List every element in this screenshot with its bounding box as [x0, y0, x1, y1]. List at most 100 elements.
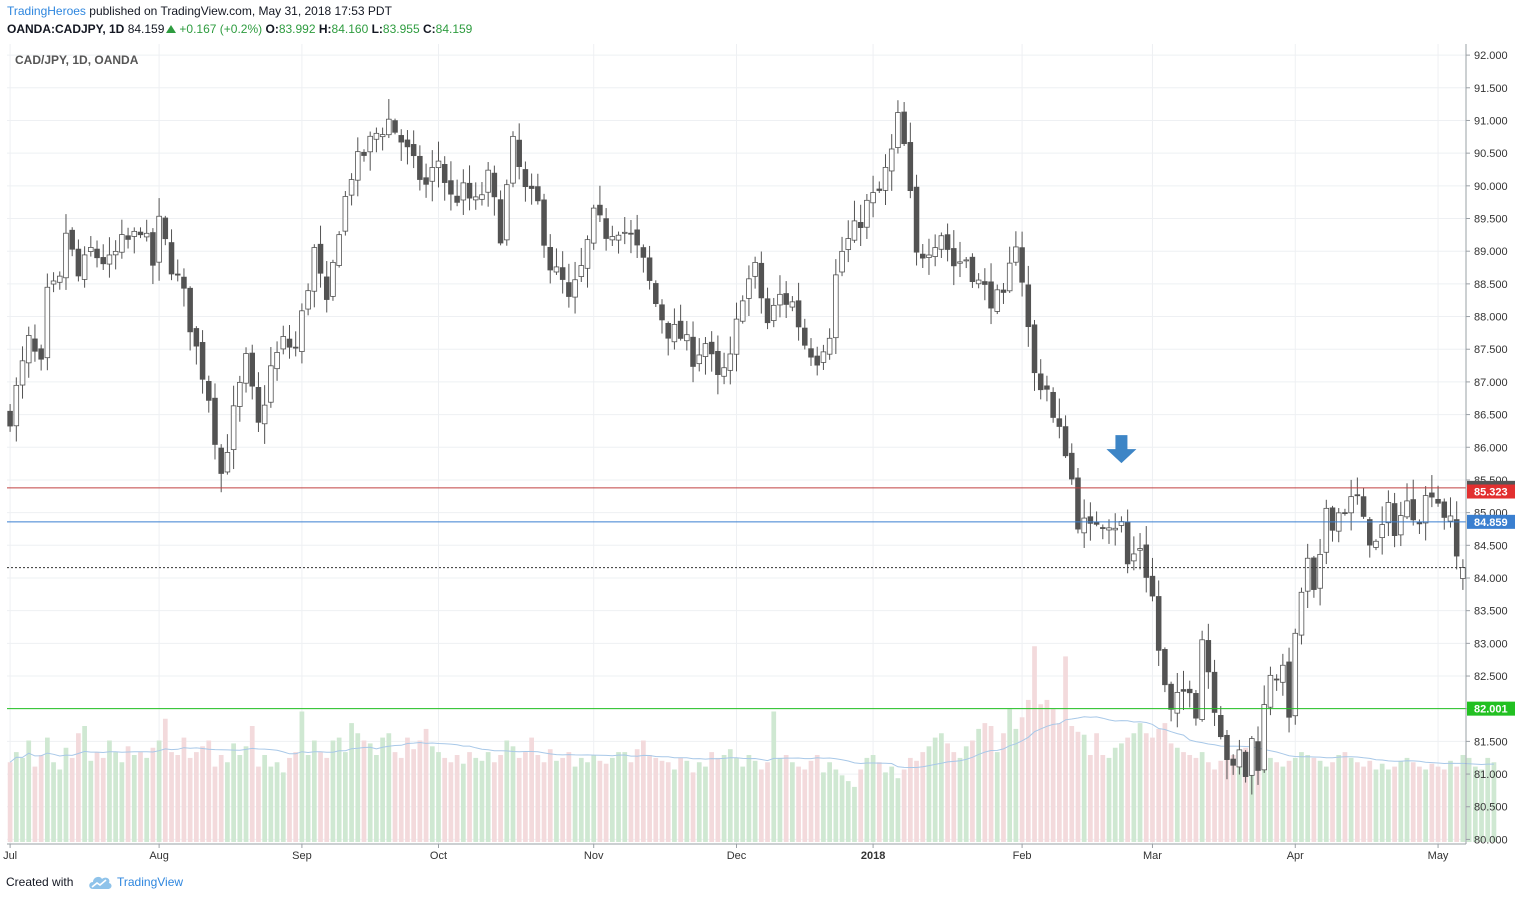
candle-body[interactable] [454, 195, 460, 203]
candle-body[interactable] [106, 254, 113, 265]
tradingview-cloud-icon[interactable] [87, 873, 113, 891]
candle-body[interactable] [1398, 515, 1404, 536]
candle-body[interactable] [280, 336, 287, 350]
candle-body[interactable] [491, 172, 498, 198]
candle-body[interactable] [206, 381, 212, 401]
candle-body[interactable] [1360, 496, 1367, 517]
candle-body[interactable] [603, 218, 609, 239]
candle-body[interactable] [839, 250, 845, 273]
candle-body[interactable] [342, 196, 349, 232]
candle-body[interactable] [1062, 426, 1069, 457]
candle-body[interactable] [770, 304, 777, 321]
candle-body[interactable] [137, 231, 144, 236]
candle-body[interactable] [1162, 649, 1168, 686]
candle-body[interactable] [1199, 639, 1205, 720]
candle-body[interactable] [1435, 498, 1441, 504]
candle-body[interactable] [982, 281, 988, 285]
candle-body[interactable] [789, 301, 796, 308]
candle-body[interactable] [510, 135, 516, 184]
candle-body[interactable] [1280, 664, 1286, 683]
candle-body[interactable] [1242, 751, 1249, 777]
candle-body[interactable] [230, 405, 237, 451]
candle-body[interactable] [504, 184, 510, 241]
candle-body[interactable] [628, 232, 634, 235]
candle-body[interactable] [1180, 689, 1187, 692]
candle-body[interactable] [174, 273, 181, 276]
candle-body[interactable] [112, 250, 119, 256]
candle-body[interactable] [733, 318, 740, 355]
candle-body[interactable] [336, 234, 342, 266]
candle-body[interactable] [1391, 503, 1398, 536]
candle-body[interactable] [646, 257, 653, 281]
candle-body[interactable] [143, 232, 150, 238]
candle-body[interactable] [1385, 502, 1392, 524]
candle-body[interactable] [1267, 674, 1274, 708]
candle-body[interactable] [1025, 284, 1032, 328]
candle-body[interactable] [820, 351, 827, 363]
candle-body[interactable] [826, 337, 833, 355]
candle-body[interactable] [1124, 521, 1131, 565]
candle-body[interactable] [435, 160, 442, 169]
candle-body[interactable] [38, 348, 44, 360]
candle-body[interactable] [1137, 548, 1143, 551]
candle-body[interactable] [876, 188, 883, 191]
candle-body[interactable] [758, 262, 765, 299]
candle-body[interactable] [1422, 495, 1429, 524]
candle-body[interactable] [292, 346, 299, 349]
candle-body[interactable] [1205, 640, 1212, 673]
candle-body[interactable] [1367, 519, 1373, 546]
candle-body[interactable] [1304, 557, 1311, 592]
candle-body[interactable] [1373, 540, 1379, 548]
candle-body[interactable] [708, 341, 715, 355]
candle-body[interactable] [69, 229, 75, 250]
candle-body[interactable] [361, 151, 367, 156]
candle-body[interactable] [988, 281, 994, 309]
candle-body[interactable] [323, 276, 330, 300]
candle-body[interactable] [808, 348, 814, 358]
candle-body[interactable] [193, 328, 200, 347]
tradingview-link[interactable]: TradingView [117, 875, 184, 889]
candle-body[interactable] [932, 247, 938, 257]
candle-body[interactable] [472, 196, 479, 201]
candle-body[interactable] [553, 266, 560, 273]
candle-body[interactable] [746, 278, 752, 299]
candle-body[interactable] [423, 177, 429, 185]
candle-body[interactable] [566, 282, 572, 297]
candle-body[interactable] [187, 287, 193, 333]
publisher-link[interactable]: TradingHeroes [7, 4, 86, 18]
candle-body[interactable] [938, 235, 945, 250]
candle-body[interactable] [1311, 557, 1317, 590]
candle-body[interactable] [1348, 496, 1354, 514]
candle-body[interactable] [1317, 553, 1323, 589]
candle-body[interactable] [348, 179, 355, 196]
candle-body[interactable] [379, 134, 386, 138]
candle-body[interactable] [541, 199, 547, 246]
candle-body[interactable] [1056, 418, 1063, 427]
candle-body[interactable] [1050, 391, 1056, 418]
candle-body[interactable] [721, 367, 727, 377]
candle-body[interactable] [944, 234, 951, 250]
candle-body[interactable] [609, 236, 616, 241]
candle-body[interactable] [1224, 734, 1230, 760]
candle-body[interactable] [398, 135, 404, 143]
candle-body[interactable] [1193, 693, 1199, 719]
price-chart[interactable]: CAD/JPY, 1D, OANDA 92.000 91.500 91.000 90.5… [0, 44, 1519, 866]
candle-body[interactable] [1000, 289, 1007, 293]
candle-body[interactable] [1218, 715, 1224, 738]
candle-body[interactable] [1292, 632, 1299, 717]
candle-body[interactable] [584, 239, 591, 269]
candle-body[interactable] [901, 111, 907, 145]
candle-body[interactable] [1404, 500, 1410, 518]
candle-body[interactable] [1298, 591, 1305, 636]
candle-body[interactable] [330, 262, 336, 297]
candle-body[interactable] [1286, 661, 1292, 718]
candle-body[interactable] [739, 300, 746, 322]
candle-body[interactable] [1149, 575, 1156, 597]
candle-body[interactable] [975, 279, 982, 285]
candle-body[interactable] [597, 204, 603, 216]
candle-body[interactable] [441, 164, 448, 183]
candle-body[interactable] [81, 254, 88, 280]
candle-body[interactable] [131, 230, 138, 237]
candle-body[interactable] [851, 220, 858, 241]
candle-body[interactable] [156, 215, 162, 263]
